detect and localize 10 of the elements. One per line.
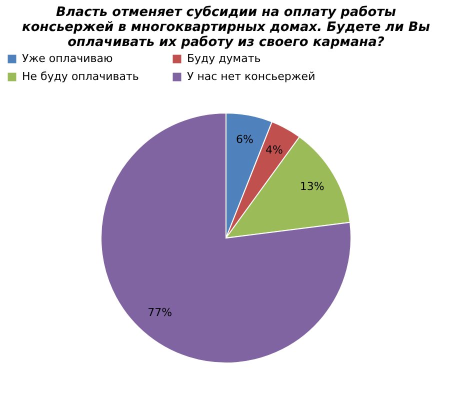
chart-title: Власть отменяет субсидии на оплату работы консьержей в многоквартирных домах. Будете ли Вы оплачивать их работу из своего кармана?	[22, 5, 430, 50]
data-label: 4%	[265, 143, 283, 156]
data-label: 77%	[148, 306, 172, 320]
data-label: 6%	[236, 132, 254, 146]
legend-label: Не буду оплачивать	[22, 70, 139, 83]
pie-slice	[100, 112, 352, 364]
legend-label: Уже оплачиваю	[22, 52, 113, 65]
data-label: 13%	[300, 180, 324, 194]
legend-label: Буду думать	[187, 52, 261, 65]
legend-label: У нас нет консьержей	[187, 70, 316, 83]
